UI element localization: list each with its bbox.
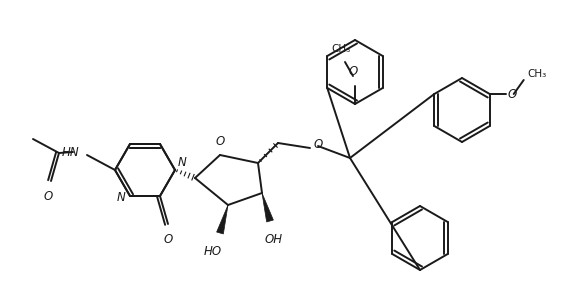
- Polygon shape: [216, 205, 228, 234]
- Text: N: N: [178, 155, 187, 168]
- Text: CH₃: CH₃: [331, 44, 350, 54]
- Text: CH₃: CH₃: [528, 69, 547, 79]
- Text: O: O: [314, 138, 323, 151]
- Text: HN: HN: [61, 145, 79, 158]
- Text: O: O: [164, 233, 173, 246]
- Text: O: O: [43, 190, 53, 203]
- Text: O: O: [348, 65, 358, 78]
- Text: HO: HO: [204, 245, 222, 258]
- Text: O: O: [215, 135, 224, 148]
- Text: OH: OH: [265, 233, 283, 246]
- Text: N: N: [116, 192, 125, 205]
- Polygon shape: [262, 193, 273, 222]
- Text: O: O: [508, 88, 517, 101]
